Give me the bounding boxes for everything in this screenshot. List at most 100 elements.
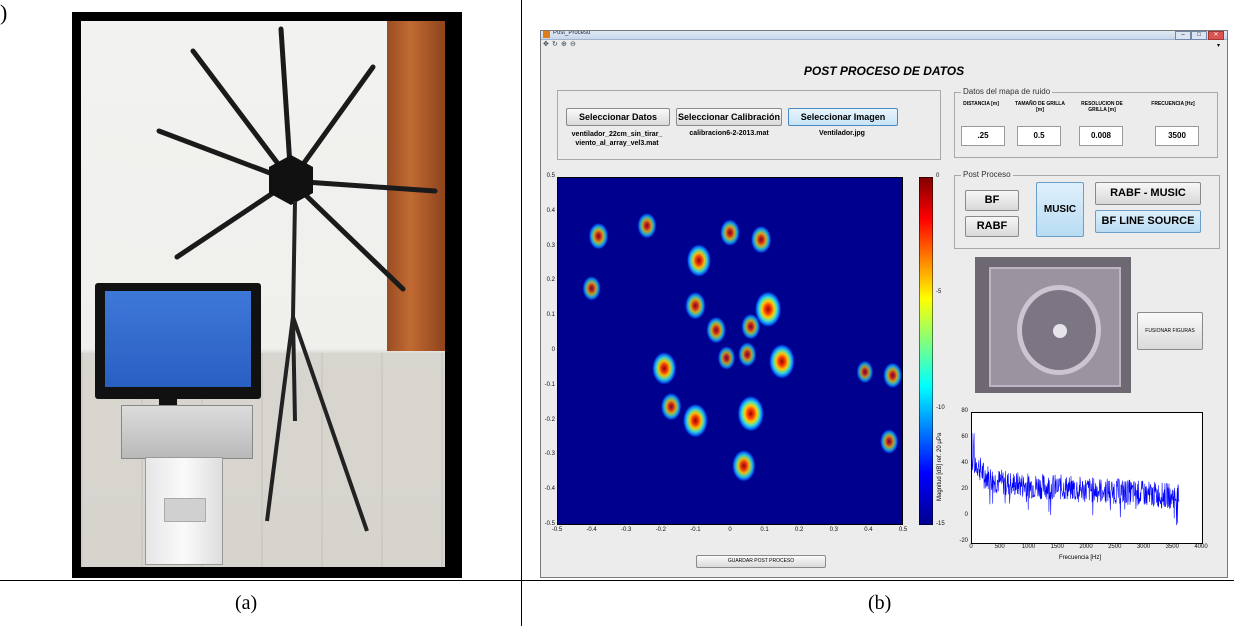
- spectrum-x-tick: 0: [969, 544, 973, 550]
- bf-line-source-button[interactable]: BF LINE SOURCE: [1095, 210, 1201, 233]
- grid-resolution-field[interactable]: 0.008: [1079, 126, 1123, 146]
- spectrum-y-tick: 60: [961, 434, 968, 440]
- heatmap-hotspot: [882, 362, 903, 389]
- matlab-icon: [543, 31, 550, 38]
- heatmap-hotspot: [582, 275, 601, 302]
- heatmap-hotspot: [737, 395, 765, 433]
- heatmap-y-tick: -0.5: [544, 521, 555, 527]
- spectrum-x-tick: 2500: [1108, 544, 1122, 550]
- colorbar-tick: -5: [936, 289, 942, 295]
- title-bar: Post_Proceso – □ ✕: [541, 31, 1227, 40]
- rabf-button[interactable]: RABF: [965, 216, 1019, 237]
- toolbar: ✥ ↻ ⊕ ⊖ ▾: [541, 40, 1227, 49]
- colorbar-gradient: [919, 177, 933, 525]
- heatmap-frame: [557, 177, 903, 525]
- distance-label: DISTANCIA [m]: [963, 101, 999, 107]
- heatmap-hotspot: [684, 291, 706, 321]
- heatmap-y-tick: -0.3: [544, 451, 555, 458]
- window-title: Post_Proceso: [553, 30, 591, 36]
- select-data-button[interactable]: Seleccionar Datos: [566, 108, 670, 126]
- select-calibration-button[interactable]: Seleccionar Calibración: [676, 108, 782, 126]
- maximize-button[interactable]: □: [1191, 31, 1207, 40]
- colorbar-tick: -10: [936, 405, 945, 411]
- heatmap-hotspot: [731, 449, 756, 483]
- photo-scene: [81, 21, 445, 567]
- spectrum-y-tick: -20: [959, 538, 968, 544]
- heatmap-x-tick: 0.1: [760, 527, 769, 533]
- spectrum-y-tick: 0: [964, 512, 968, 518]
- heatmap-hotspot: [706, 316, 727, 344]
- spectrum-y-tick: 80: [961, 408, 968, 414]
- heatmap-x-tick: -0.1: [690, 527, 701, 533]
- spectrum-xlabel: Frecuencia [Hz]: [1059, 555, 1102, 561]
- caption-b: (b): [868, 592, 892, 614]
- heatmap-hotspot: [856, 360, 874, 384]
- caption-a: (a): [235, 592, 258, 614]
- image-filename: Ventilador.jpg: [819, 130, 865, 137]
- spectrum-series-line: [972, 432, 1180, 526]
- heatmap-hotspot: [651, 351, 677, 386]
- heatmap-hotspot: [660, 392, 682, 421]
- grid-size-field[interactable]: 0.5: [1017, 126, 1061, 146]
- music-button[interactable]: MUSIC: [1036, 182, 1084, 237]
- zoom-in-icon[interactable]: ⊕: [561, 41, 567, 48]
- heatmap-x-tick: 0.2: [795, 527, 804, 533]
- heatmap-colorbar: [919, 177, 933, 525]
- zoom-out-icon[interactable]: ⊖: [570, 41, 576, 48]
- rotate-icon[interactable]: ↻: [552, 41, 558, 48]
- spectrum-x-tick: 3500: [1165, 544, 1179, 550]
- minimize-button[interactable]: –: [1175, 31, 1191, 40]
- bf-button[interactable]: BF: [965, 190, 1019, 211]
- rabf-music-button[interactable]: RABF - MUSIC: [1095, 182, 1201, 205]
- frequency-field[interactable]: 3500: [1155, 126, 1199, 146]
- heatmap-hotspot: [879, 428, 899, 455]
- heatmap-y-tick: 0: [551, 347, 555, 353]
- toolbar-overflow-icon[interactable]: ▾: [1217, 43, 1221, 49]
- post-process-legend: Post Proceso: [961, 170, 1013, 179]
- heatmap-x-tick: -0.5: [551, 527, 563, 533]
- photo-monitor: [95, 283, 261, 399]
- heatmap-x-tick: 0.4: [864, 527, 873, 533]
- photo-pc-tower: [145, 457, 223, 565]
- merge-figures-button[interactable]: FUSIONAR FIGURAS: [1137, 312, 1203, 350]
- array-sketch: [156, 26, 438, 532]
- figure-divider-horizontal: [0, 580, 1234, 581]
- distance-field[interactable]: .25: [961, 126, 1005, 146]
- heatmap-hotspot: [737, 341, 757, 368]
- spectrum-x-tick: 500: [994, 544, 1005, 550]
- app-window: Post_Proceso – □ ✕ ✥ ↻ ⊕ ⊖ ▾ POST PROCES…: [540, 30, 1228, 578]
- frequency-label: FRECUENCIA [Hz]: [1151, 101, 1195, 107]
- data-selection-panel: Seleccionar Datos Seleccionar Calibració…: [557, 90, 941, 160]
- save-post-process-button[interactable]: GUARDAR POST PROCESO: [696, 555, 826, 568]
- heatmap-x-tick: 0: [728, 527, 732, 533]
- spectrum-x-tick: 1000: [1021, 544, 1036, 550]
- heatmap-y-tick: -0.2: [544, 416, 555, 423]
- spectrum-x-tick: 3000: [1136, 544, 1151, 550]
- close-button[interactable]: ✕: [1208, 31, 1224, 40]
- heatmap-x-tick: -0.2: [655, 527, 666, 533]
- heatmap-x-tick: 0.5: [898, 527, 908, 533]
- heatmap-y-tick: 0.1: [546, 312, 555, 319]
- heatmap-hotspot: [719, 218, 741, 247]
- heatmap-x-tick: -0.4: [586, 527, 597, 533]
- photo-microphone-array: [72, 12, 462, 578]
- fan-image: [975, 257, 1131, 393]
- colorbar-tick: -15: [936, 521, 945, 527]
- figure-divider-vertical: [521, 0, 522, 626]
- heatmap-x-tick: 0.3: [829, 527, 838, 533]
- heatmap-hotspot: [682, 403, 709, 438]
- pan-icon[interactable]: ✥: [543, 41, 549, 48]
- spectrum-y-tick: 40: [961, 460, 968, 466]
- heatmap-x-tick: -0.3: [621, 527, 632, 533]
- calibration-filename: calibracion6-2-2013.mat: [689, 130, 769, 137]
- spectrum-x-tick: 4000: [1194, 544, 1208, 550]
- colorbar-tick: 0: [936, 173, 940, 179]
- heatmap-hotspot: [686, 243, 712, 278]
- select-image-button[interactable]: Seleccionar Imagen: [788, 108, 898, 126]
- heatmap-hotspot: [754, 290, 782, 328]
- grid-resolution-label: RESOLUCION DE GRILLA [m]: [1081, 101, 1123, 113]
- photo-acquisition-unit: [121, 405, 253, 459]
- heatmap-y-tick: -0.4: [544, 486, 555, 493]
- noise-map-heatmap: [557, 177, 903, 525]
- spectrum-plot: [971, 412, 1203, 544]
